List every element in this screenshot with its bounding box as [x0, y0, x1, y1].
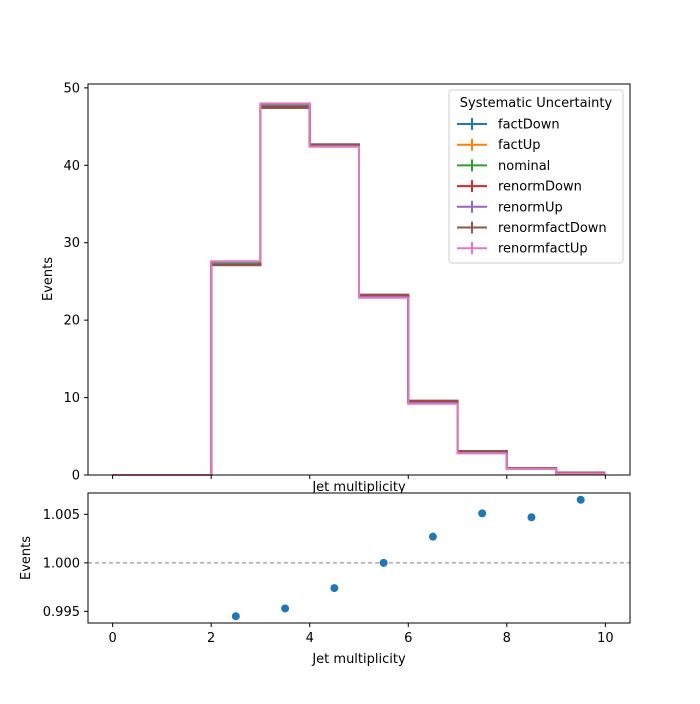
- legend-box: [448, 89, 624, 264]
- legend-entry-factUp: factUp: [457, 138, 541, 153]
- ratio-y-tick-label: 1.005: [43, 508, 80, 523]
- ratio-y-tick-label: 0.995: [43, 605, 80, 620]
- legend: Systematic Uncertainty factDown factUp nom…: [448, 89, 624, 264]
- main-plot-frame: [87, 83, 631, 476]
- ratio-point: [478, 509, 487, 518]
- main-x-axis-label: Jet multiplicity: [311, 480, 406, 495]
- ratio-y-tick-label: 1.000: [43, 556, 80, 571]
- ratio-x-axis-label: Jet multiplicity: [311, 652, 406, 667]
- ratio-x-tick-label: 10: [597, 631, 614, 646]
- ratio-plot-area: [88, 493, 630, 623]
- ratio-point: [281, 604, 290, 613]
- main-histogram-panel: 0 10 20 30 40 50 Jet multiplicity Events Syst…: [41, 81, 631, 495]
- ratio-x-tick-label: 0: [108, 631, 116, 646]
- legend-entry-nominal: nominal: [457, 159, 550, 174]
- legend-label: renormUp: [498, 200, 563, 215]
- ratio-x-tick-label: 6: [404, 631, 412, 646]
- ratio-point: [231, 612, 240, 621]
- ratio-point: [576, 495, 585, 504]
- legend-label: renormfactUp: [498, 242, 588, 257]
- ratio-x-tick-label: 4: [306, 631, 314, 646]
- main-y-axis-label: Events: [41, 257, 56, 301]
- main-y-tick-label: 20: [63, 314, 80, 329]
- ratio-y-ticks: 0.995 1.000 1.005: [43, 508, 88, 620]
- series-line-renormfactUp: [112, 102, 606, 476]
- ratio-x-ticks: 0 2 4 6 8 10: [108, 623, 614, 646]
- legend-entry-renormfactDown: renormfactDown: [457, 221, 607, 236]
- ratio-point: [330, 584, 339, 593]
- ratio-x-tick-label: 2: [207, 631, 215, 646]
- legend-label: factDown: [498, 118, 560, 133]
- ratio-panel: 0 2 4 6 8 10 0.995 1.000 1.005 Jet multiplicity…: [19, 492, 631, 667]
- legend-entry-renormUp: renormUp: [457, 200, 563, 215]
- legend-entries: factDown factUp nominal renormDown renormUp r…: [457, 118, 607, 257]
- ratio-x-tick-label: 8: [503, 631, 511, 646]
- main-y-tick-label: 10: [63, 391, 80, 406]
- main-series-group: [112, 102, 606, 476]
- ratio-point: [379, 558, 388, 567]
- legend-entry-renormfactUp: renormfactUp: [457, 242, 588, 257]
- ratio-point: [527, 513, 536, 522]
- main-x-ticks: [112, 475, 606, 479]
- main-y-tick-label: 50: [63, 81, 80, 96]
- main-y-ticks: 0 10 20 30 40 50: [63, 81, 88, 484]
- legend-entry-factDown: factDown: [457, 118, 560, 133]
- legend-title: Systematic Uncertainty: [460, 96, 613, 111]
- ratio-plot-frame: [87, 492, 631, 624]
- main-y-tick-label: 40: [63, 159, 80, 174]
- ratio-point: [428, 532, 437, 541]
- main-y-tick-label: 30: [63, 236, 80, 251]
- legend-entry-renormDown: renormDown: [457, 180, 582, 195]
- legend-label: renormfactDown: [498, 221, 607, 236]
- ratio-points-group: [231, 495, 585, 621]
- ratio-y-axis-label: Events: [19, 536, 34, 580]
- legend-label: factUp: [498, 138, 541, 153]
- legend-label: nominal: [498, 159, 550, 174]
- legend-label: renormDown: [498, 180, 582, 195]
- main-y-tick-label: 0: [72, 469, 80, 484]
